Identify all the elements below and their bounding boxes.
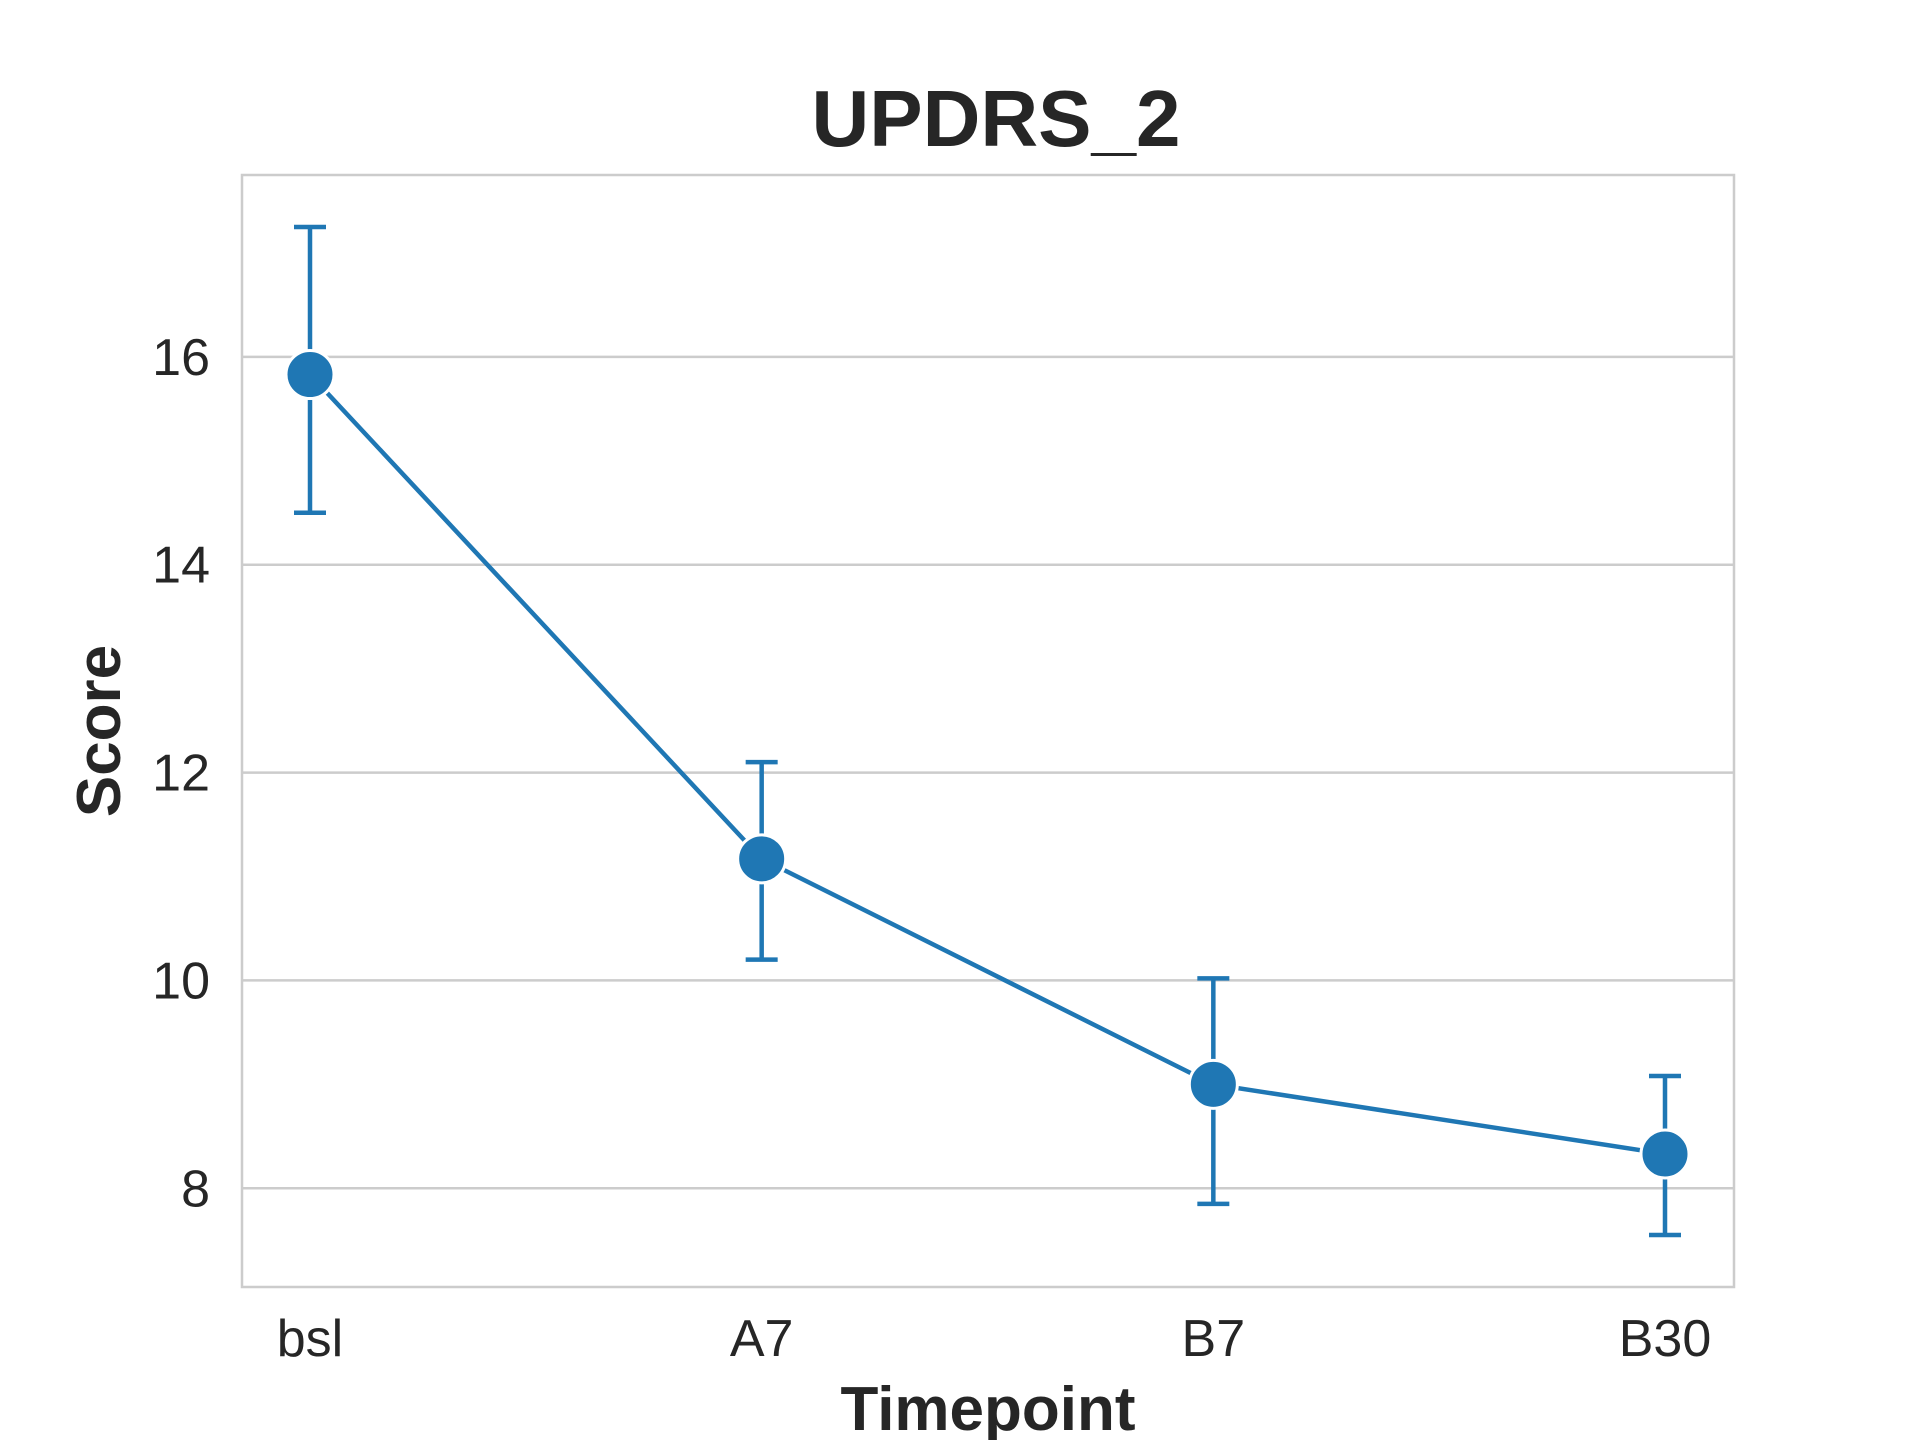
- plot-area-frame: [240, 173, 1736, 1289]
- x-tick-label: A7: [730, 1310, 794, 1368]
- x-tick-label: B7: [1182, 1310, 1246, 1368]
- y-tick-label: 12: [152, 745, 210, 803]
- y-tick-label: 10: [152, 952, 210, 1010]
- y-tick-label: 16: [152, 329, 210, 387]
- chart-title: UPDRS_2: [811, 74, 1180, 163]
- gridlines: [242, 355, 1734, 1190]
- data-point: [284, 349, 336, 401]
- y-tick-label: 14: [152, 537, 210, 595]
- data-point: [1639, 1128, 1691, 1180]
- x-tick-label: B30: [1619, 1310, 1712, 1368]
- data-point: [1187, 1058, 1239, 1110]
- series-line: [308, 373, 1666, 1157]
- x-tick-labels: bsl A7 B7 B30: [277, 1310, 1712, 1368]
- x-tick-label: bsl: [277, 1310, 343, 1368]
- x-axis-label: Timepoint: [840, 1375, 1135, 1440]
- y-tick-label: 8: [181, 1160, 210, 1218]
- data-point: [736, 833, 788, 885]
- y-axis-label: Score: [65, 645, 134, 817]
- series: [284, 224, 1691, 1238]
- y-tick-labels: 8 10 12 14 16: [152, 329, 210, 1218]
